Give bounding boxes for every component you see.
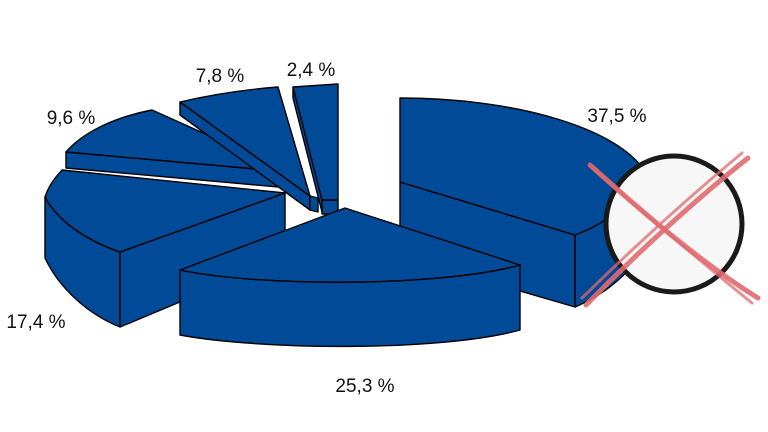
pie-slice-25-3 <box>179 207 521 348</box>
label-2-4: 2,4 % <box>287 60 336 81</box>
label-17-4: 17,4 % <box>6 312 65 333</box>
pie-slice-9-6 <box>65 109 291 189</box>
label-7-8: 7,8 % <box>196 66 245 87</box>
crossed-out-circle-icon <box>580 151 761 308</box>
label-25-3: 25,3 % <box>335 376 394 397</box>
label-9-6: 9,6 % <box>47 108 96 129</box>
pie-slice-7-8 <box>179 86 319 213</box>
label-37-5: 37,5 % <box>587 106 646 127</box>
pie-slice-17-4 <box>44 169 286 328</box>
